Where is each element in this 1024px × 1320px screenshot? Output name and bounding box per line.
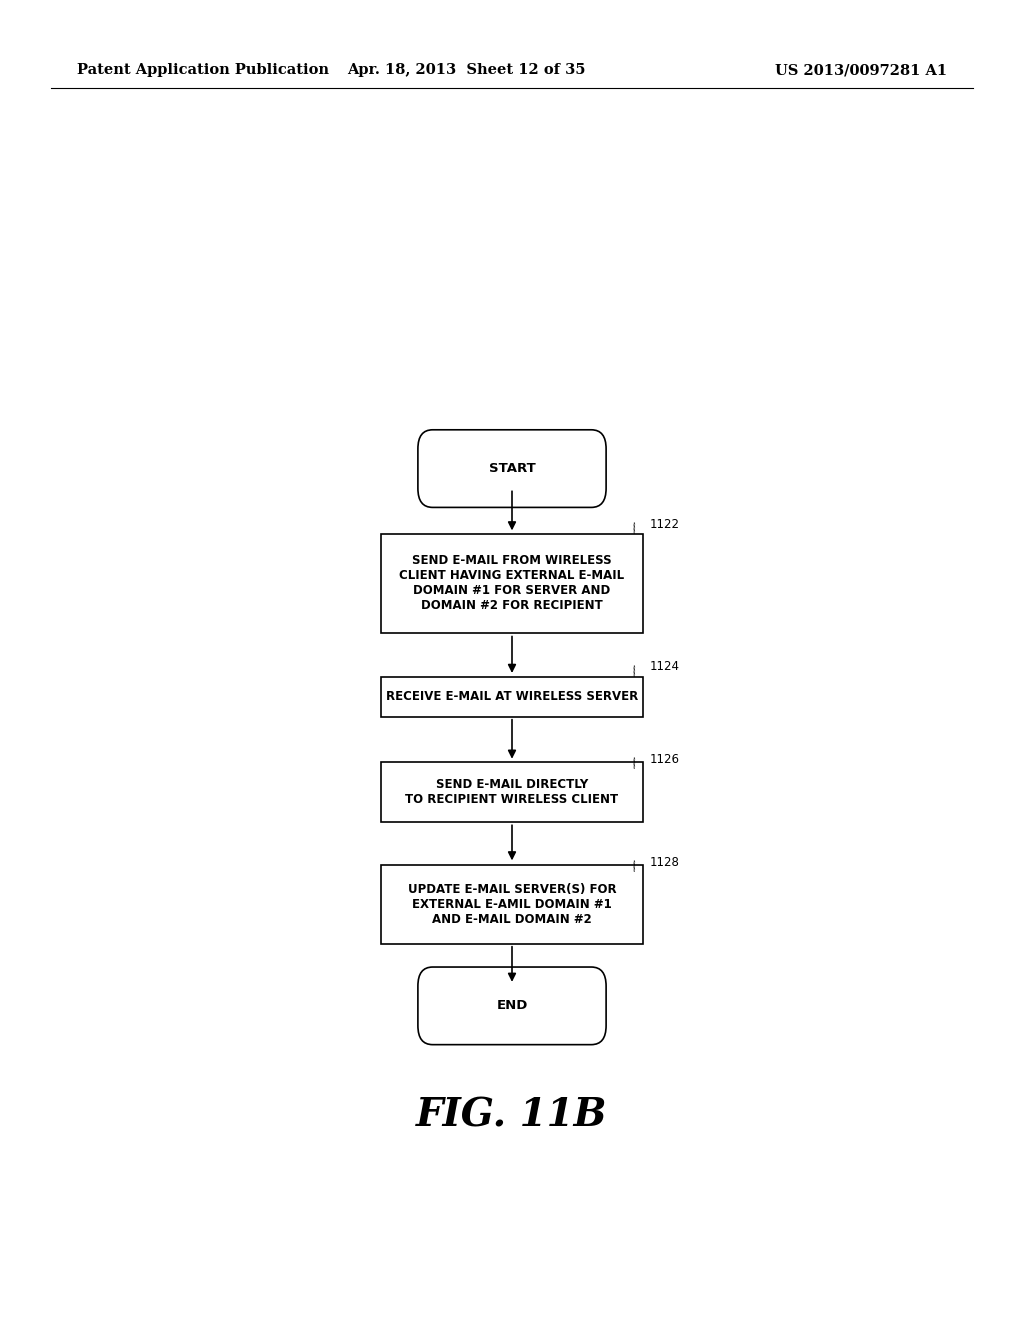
Text: 1126: 1126 (649, 752, 679, 766)
Text: FIG. 11B: FIG. 11B (416, 1097, 608, 1134)
Text: RECEIVE E-MAIL AT WIRELESS SERVER: RECEIVE E-MAIL AT WIRELESS SERVER (386, 690, 638, 704)
Bar (381, 677, 643, 717)
Text: /: / (631, 665, 638, 678)
Bar (381, 535, 643, 632)
Text: /: / (631, 758, 638, 771)
Text: 1122: 1122 (649, 517, 679, 531)
FancyBboxPatch shape (418, 968, 606, 1044)
Bar (381, 865, 643, 944)
Text: 1128: 1128 (649, 855, 679, 869)
Text: SEND E-MAIL FROM WIRELESS
CLIENT HAVING EXTERNAL E-MAIL
DOMAIN #1 FOR SERVER AND: SEND E-MAIL FROM WIRELESS CLIENT HAVING … (399, 554, 625, 612)
Text: UPDATE E-MAIL SERVER(S) FOR
EXTERNAL E-AMIL DOMAIN #1
AND E-MAIL DOMAIN #2: UPDATE E-MAIL SERVER(S) FOR EXTERNAL E-A… (408, 883, 616, 925)
Text: END: END (497, 999, 527, 1012)
Text: START: START (488, 462, 536, 475)
Text: 1124: 1124 (649, 660, 679, 673)
Text: US 2013/0097281 A1: US 2013/0097281 A1 (775, 63, 947, 78)
Text: Patent Application Publication: Patent Application Publication (77, 63, 329, 78)
FancyBboxPatch shape (418, 430, 606, 507)
Text: Apr. 18, 2013  Sheet 12 of 35: Apr. 18, 2013 Sheet 12 of 35 (347, 63, 585, 78)
Bar (381, 762, 643, 821)
Text: SEND E-MAIL DIRECTLY
TO RECIPIENT WIRELESS CLIENT: SEND E-MAIL DIRECTLY TO RECIPIENT WIRELE… (406, 777, 618, 807)
Text: /: / (631, 523, 638, 536)
Text: /: / (631, 861, 638, 874)
